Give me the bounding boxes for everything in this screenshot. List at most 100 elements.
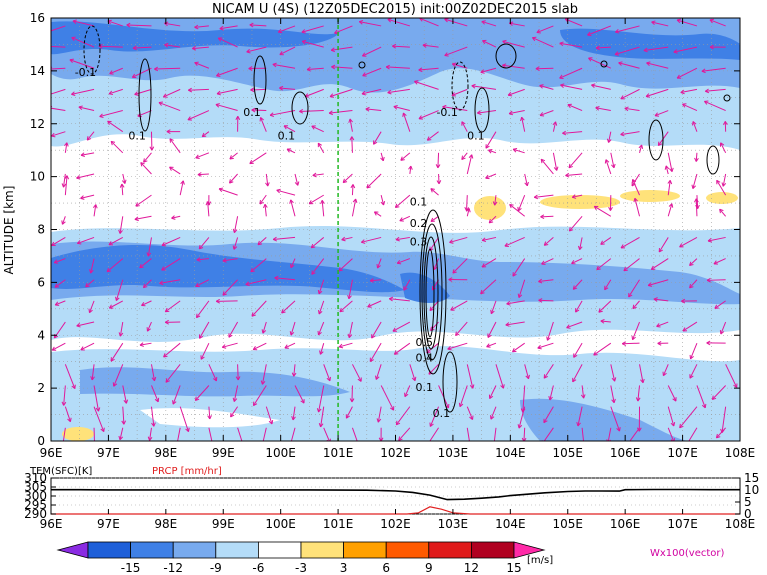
wind-vector [126, 22, 152, 28]
x-tick-label: 97E [97, 446, 120, 460]
wind-vector [142, 279, 152, 289]
wind-vector [194, 385, 210, 401]
wind-vector [72, 19, 95, 27]
wind-vector [149, 131, 155, 151]
wind-vector [488, 149, 497, 154]
wind-vector [645, 88, 669, 98]
wind-vector [192, 45, 209, 51]
wind-vector [317, 279, 325, 295]
wind-vector [716, 179, 727, 196]
wind-vector [673, 46, 698, 54]
wind-vector [676, 67, 698, 79]
wind-vector [720, 406, 727, 434]
surface-x-tick-label: 103E [438, 517, 469, 531]
wind-vector [615, 25, 640, 34]
wind-vector [291, 364, 297, 377]
wind-vector [139, 258, 152, 269]
wind-vector [654, 110, 669, 117]
wind-vector [656, 321, 669, 328]
wind-vector [706, 277, 726, 283]
wind-vector [360, 236, 382, 244]
wind-vector [351, 198, 358, 217]
wind-vector [380, 385, 395, 411]
wind-vector [163, 342, 181, 358]
wind-vector [251, 107, 267, 113]
wind-vector [448, 277, 468, 282]
wind-vector [164, 42, 181, 48]
wind-vector [680, 88, 698, 95]
wind-vector [328, 110, 353, 116]
contour-13 [419, 209, 447, 375]
wind-vector [279, 85, 296, 91]
wind-vector [78, 105, 95, 112]
wind-vector [696, 385, 707, 409]
wind-vector [667, 152, 674, 173]
wind-vector [376, 258, 382, 269]
contour-label: 0.1 [433, 407, 451, 420]
wind-vector [341, 236, 353, 242]
wind-vector [257, 237, 267, 246]
wind-vector [200, 342, 210, 360]
wind-vector [689, 364, 698, 379]
wind-vector [481, 236, 497, 243]
x-tick-label: 106E [610, 446, 641, 460]
wind-vector [158, 101, 181, 111]
wind-vector [535, 66, 554, 71]
contour-label: -0.1 [436, 106, 457, 119]
wind-vector [366, 173, 382, 189]
wind-vector [108, 300, 124, 309]
wind-vector [606, 131, 612, 143]
wind-vector [64, 142, 69, 153]
wind-vectors [51, 18, 738, 441]
wind-vector [493, 427, 497, 441]
omega-contours [83, 25, 731, 413]
wind-vector [709, 18, 726, 27]
wind-vector [618, 61, 640, 69]
wind-vector [396, 258, 411, 265]
wind-vector [245, 279, 267, 287]
wind-vector [361, 46, 382, 57]
wind-vector [88, 300, 95, 314]
wind-vector [90, 364, 95, 381]
wind-vector [164, 319, 181, 325]
wind-vector [232, 216, 239, 233]
wind-vector [643, 46, 669, 53]
wind-vector [502, 63, 525, 69]
wind-vector [311, 258, 325, 275]
wind-vector [565, 172, 583, 178]
wind-vector [711, 385, 727, 400]
wind-vector [289, 321, 296, 336]
colorbar-low-extension [56, 541, 89, 559]
y-tick-label: 14 [30, 64, 45, 78]
wind-vector [371, 321, 382, 339]
wind-vector [466, 364, 475, 389]
wind-vector [93, 427, 95, 441]
wind-vector [252, 385, 267, 407]
wind-vector [543, 237, 554, 246]
wind-vector [704, 88, 726, 94]
wind-vector [610, 364, 617, 382]
wind-vector [301, 25, 324, 34]
shade-yellow-2 [474, 196, 506, 220]
wind-vector [400, 152, 411, 161]
contour-label: 0.1 [410, 196, 428, 209]
wind-vector [429, 427, 439, 441]
wind-vector [367, 300, 382, 308]
wind-vector [505, 321, 525, 327]
wind-vector [638, 144, 644, 153]
wind-vector [362, 67, 382, 77]
wind-vector [713, 258, 726, 265]
wind-vector [719, 208, 727, 217]
wind-vector [349, 385, 355, 403]
wind-vector [598, 300, 612, 313]
colorbar-high-extension [513, 541, 546, 559]
wind-vector [194, 24, 209, 30]
wind-vector [99, 110, 123, 119]
contour-10 [425, 248, 435, 338]
wind-vector [135, 194, 152, 207]
wind-vector [689, 258, 698, 267]
wind-vector [188, 87, 209, 93]
wind-vector [398, 427, 411, 441]
wind-vector [540, 158, 554, 175]
wind-vector [51, 237, 66, 246]
